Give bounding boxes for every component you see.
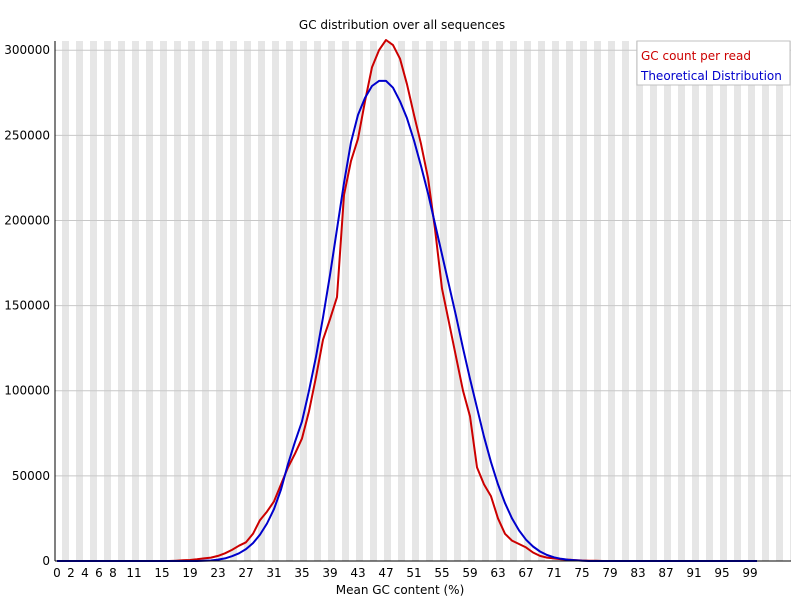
background-band (524, 41, 531, 561)
background-band (664, 41, 671, 561)
x-tick-label: 11 (126, 566, 141, 580)
y-tick-label: 300000 (4, 43, 50, 57)
background-band (692, 41, 699, 561)
background-band (426, 41, 433, 561)
x-tick-label: 39 (322, 566, 337, 580)
background-band (776, 41, 783, 561)
background-band (622, 41, 629, 561)
background-band (300, 41, 307, 561)
x-tick-label: 75 (574, 566, 589, 580)
x-tick-label: 87 (658, 566, 673, 580)
x-tick-labels: 0 2 4 6 8 11 15 19 23 27 31 35 39 43 47 51 55 59 63 67 71 75 7… (53, 566, 757, 580)
x-tick-label: 23 (210, 566, 225, 580)
y-tick-label: 100000 (4, 384, 50, 398)
y-tick-label: 50000 (12, 469, 50, 483)
x-tick-label: 35 (294, 566, 309, 580)
background-band (356, 41, 363, 561)
background-band (258, 41, 265, 561)
background-band (454, 41, 461, 561)
background-band (244, 41, 251, 561)
background-band (412, 41, 419, 561)
background-band (468, 41, 475, 561)
background-band (538, 41, 545, 561)
x-tick-label: 19 (182, 566, 197, 580)
x-tick-label: 15 (154, 566, 169, 580)
x-tick-label: 47 (378, 566, 393, 580)
x-tick-label: 63 (490, 566, 505, 580)
background-band (384, 41, 391, 561)
x-tick-label: 0 (53, 566, 61, 580)
background-band (342, 41, 349, 561)
horizontal-gridlines (55, 49, 791, 477)
background-band (230, 41, 237, 561)
background-band (314, 41, 321, 561)
legend-box (636, 40, 791, 86)
background-band (510, 41, 517, 561)
x-tick-label: 95 (714, 566, 729, 580)
x-tick-label: 51 (406, 566, 421, 580)
x-tick-label: 6 (95, 566, 103, 580)
background-band (608, 41, 615, 561)
background-band (650, 41, 657, 561)
background-band (790, 41, 791, 561)
background-band (216, 41, 223, 561)
background-band (328, 41, 335, 561)
x-tick-label: 31 (266, 566, 281, 580)
x-tick-label: 83 (630, 566, 645, 580)
y-tick-label: 150000 (4, 299, 50, 313)
background-band (370, 41, 377, 561)
background-band (594, 41, 601, 561)
background-band (678, 41, 685, 561)
legend: GC count per read Theoretical Distributi… (636, 40, 791, 86)
background-band (132, 41, 139, 561)
background-band (286, 41, 293, 561)
x-tick-label: 91 (686, 566, 701, 580)
y-tick-label: 250000 (4, 128, 50, 142)
x-tick-label: 2 (67, 566, 75, 580)
background-band (552, 41, 559, 561)
y-tick-label: 200000 (4, 213, 50, 227)
x-tick-label: 27 (238, 566, 253, 580)
x-axis-title: Mean GC content (%) (336, 583, 465, 597)
background-band (160, 41, 167, 561)
background-band (90, 41, 97, 561)
background-band (146, 41, 153, 561)
background-band (104, 41, 111, 561)
background-band (62, 41, 69, 561)
background-band (636, 41, 643, 561)
background-band (398, 41, 405, 561)
y-tick-labels: 0 50000 100000 150000 200000 250000 300000 (4, 43, 50, 568)
background-band (496, 41, 503, 561)
background-band (482, 41, 489, 561)
x-tick-label: 8 (109, 566, 117, 580)
x-tick-label: 43 (350, 566, 365, 580)
x-tick-label: 4 (81, 566, 89, 580)
background-band (734, 41, 741, 561)
background-band (720, 41, 727, 561)
legend-entry-gc-count: GC count per read (641, 49, 751, 63)
background-band (188, 41, 195, 561)
background-band (748, 41, 755, 561)
x-tick-label: 71 (546, 566, 561, 580)
background-band (706, 41, 713, 561)
background-band (566, 41, 573, 561)
background-band (580, 41, 587, 561)
background-band (202, 41, 209, 561)
background-band (272, 41, 279, 561)
x-tick-label: 79 (602, 566, 617, 580)
background-band (118, 41, 125, 561)
x-tick-label: 59 (462, 566, 477, 580)
x-tick-label: 55 (434, 566, 449, 580)
x-tick-label: 67 (518, 566, 533, 580)
x-tick-label: 99 (742, 566, 757, 580)
y-tick-label: 0 (42, 554, 50, 568)
background-band (174, 41, 181, 561)
background-band (762, 41, 769, 561)
plot-background-bands (62, 41, 791, 561)
background-band (76, 41, 83, 561)
legend-entry-theoretical: Theoretical Distribution (640, 69, 782, 83)
background-band (440, 41, 447, 561)
chart-title: GC distribution over all sequences (299, 18, 505, 32)
